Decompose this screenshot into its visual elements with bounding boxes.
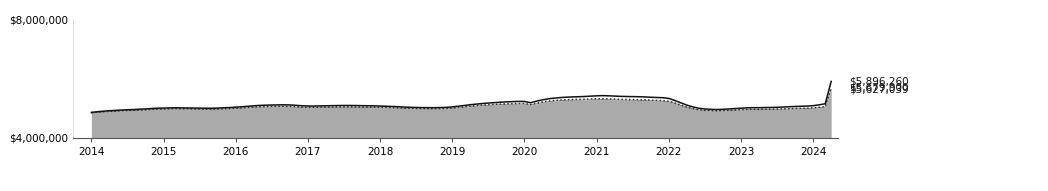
- Text: $5,627,039: $5,627,039: [849, 84, 909, 94]
- Text: $5,679,900: $5,679,900: [849, 83, 909, 93]
- Text: $5,896,260: $5,896,260: [849, 76, 909, 86]
